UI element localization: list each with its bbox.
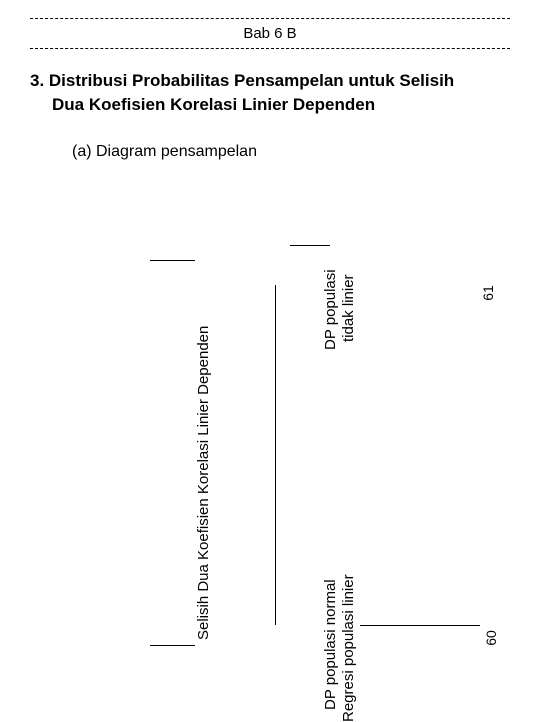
section-heading: 3. Distribusi Probabilitas Pensampelan u…: [0, 49, 540, 121]
section-heading-line1: 3. Distribusi Probabilitas Pensampelan u…: [30, 71, 454, 90]
label-main: Selisih Dua Koefisien Korelasi Linier De…: [195, 326, 212, 640]
label-top-b: tidak linier: [340, 274, 357, 342]
section-heading-line2: Dua Koefisien Korelasi Linier Dependen: [30, 93, 510, 117]
label-top-a: DP populasi: [322, 269, 339, 350]
sub-heading: (a) Diagram pensampelan: [0, 121, 540, 161]
tick-top-right: [290, 245, 330, 246]
sampling-diagram: Selisih Dua Koefisien Korelasi Linier De…: [0, 230, 540, 720]
chapter-title: Bab 6 B: [0, 19, 540, 48]
center-vline: [275, 285, 276, 625]
tick-main-top: [150, 260, 195, 261]
right-hline: [360, 625, 480, 626]
page-number-top: 61: [480, 285, 496, 301]
label-bottom-b: Regresi populasi linier: [340, 574, 357, 722]
label-bottom-a: DP populasi normal: [322, 579, 339, 710]
tick-main-bottom: [150, 645, 195, 646]
page-number-bottom: 60: [483, 630, 499, 646]
